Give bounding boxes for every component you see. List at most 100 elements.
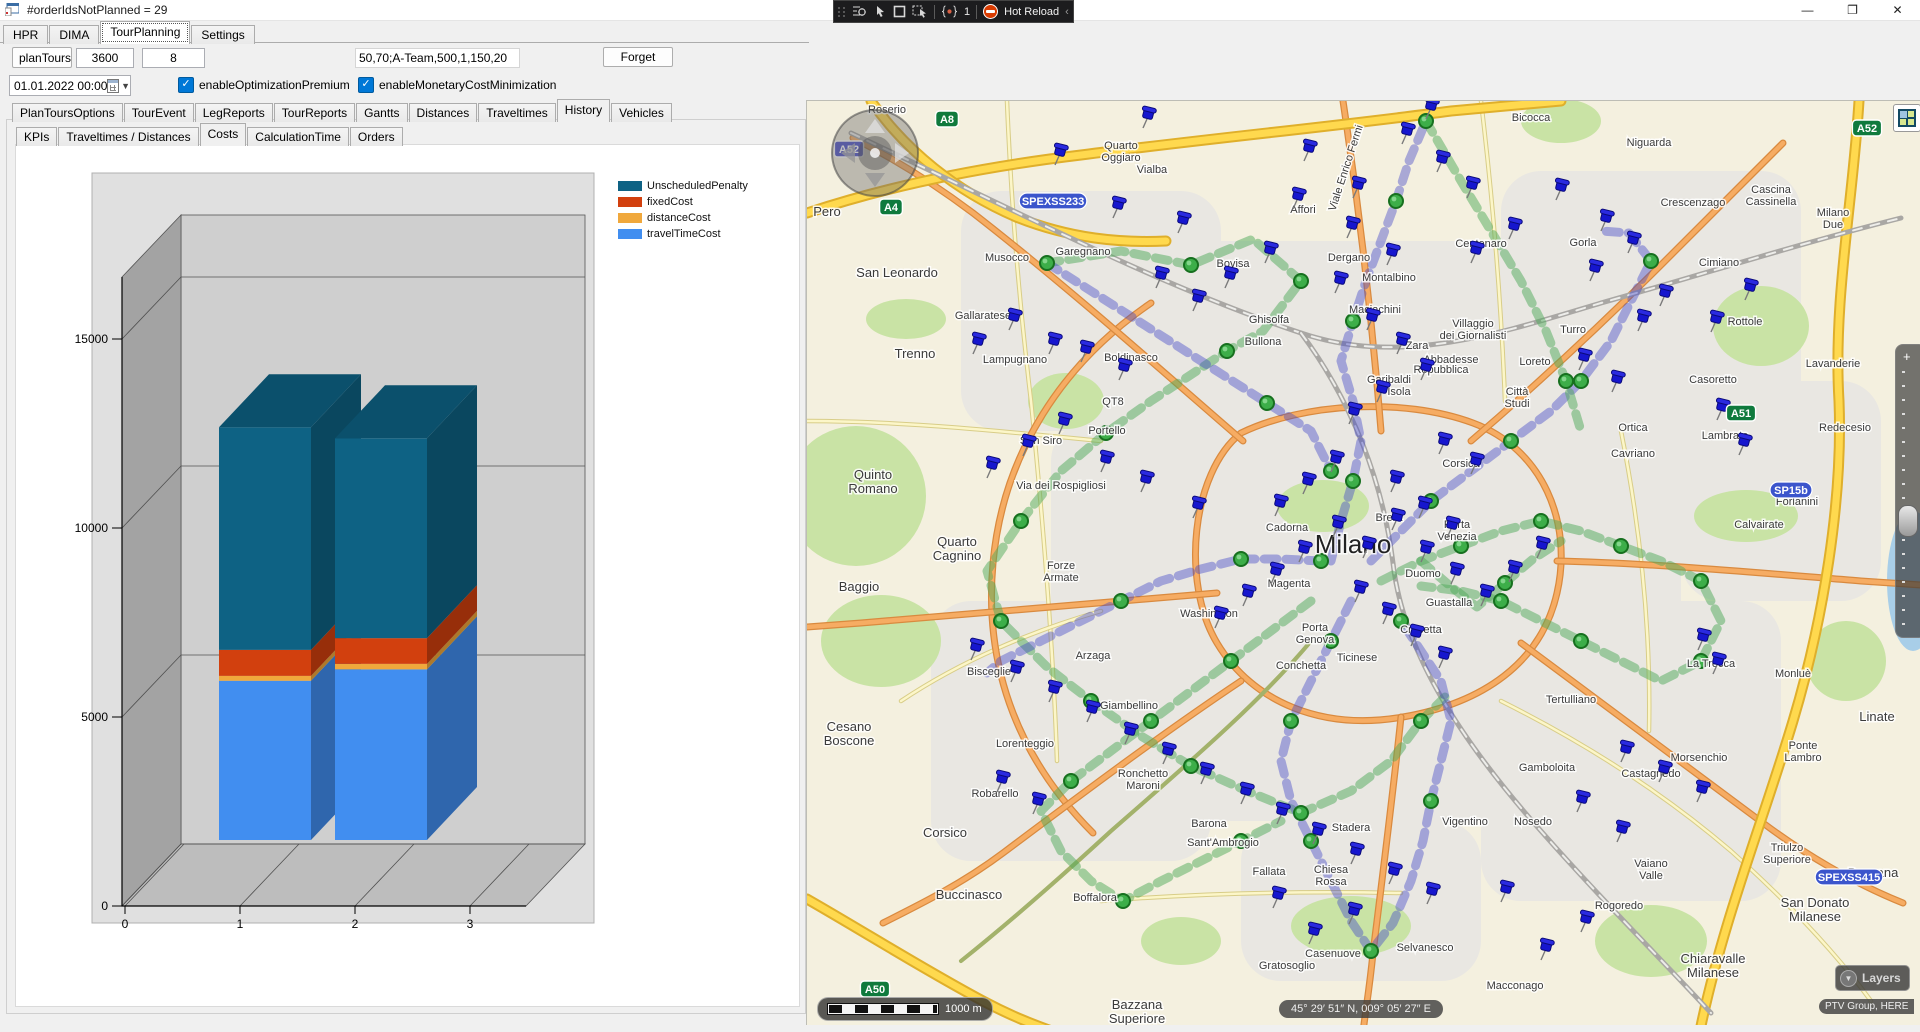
map-pin[interactable]: [1657, 283, 1674, 307]
pan-down-arrow[interactable]: [865, 173, 885, 187]
route-stop-marker[interactable]: [1393, 613, 1409, 629]
route-stop-marker[interactable]: [1323, 633, 1339, 649]
map-pin[interactable]: [1046, 679, 1063, 703]
map-pin[interactable]: [1384, 242, 1401, 266]
map-pin[interactable]: [1618, 739, 1635, 763]
params-field[interactable]: [355, 48, 520, 68]
tab-legreports[interactable]: LegReports: [194, 103, 273, 122]
hot-reload-label[interactable]: Hot Reload: [1004, 5, 1060, 18]
route-stop-marker[interactable]: [1453, 538, 1469, 554]
map-pan-compass[interactable]: [829, 107, 921, 199]
live-visual-tree-icon[interactable]: [852, 5, 867, 18]
map-pin[interactable]: [1046, 331, 1063, 355]
route-stop-marker[interactable]: [1115, 893, 1131, 909]
route-stop-marker[interactable]: [1313, 553, 1329, 569]
map-pin[interactable]: [1708, 309, 1725, 333]
map-pin[interactable]: [968, 637, 985, 661]
tab-kpis[interactable]: KPIs: [16, 127, 58, 146]
route-stop-marker[interactable]: [1183, 257, 1199, 273]
map-pin[interactable]: [1506, 559, 1523, 583]
map-pin[interactable]: [1587, 258, 1604, 282]
map-pin[interactable]: [1190, 288, 1207, 312]
map-pin[interactable]: [1190, 495, 1207, 519]
zoom-slider-knob[interactable]: [1898, 505, 1918, 537]
tab-calculationtime[interactable]: CalculationTime: [247, 127, 349, 146]
map-pin[interactable]: [1742, 277, 1759, 301]
forget-button[interactable]: Forget: [603, 47, 673, 67]
map-pin[interactable]: [1240, 583, 1257, 607]
map-pin[interactable]: [1348, 841, 1365, 865]
route-stop-marker[interactable]: [1423, 793, 1439, 809]
map-pin[interactable]: [1418, 539, 1435, 563]
count-field[interactable]: [142, 48, 205, 68]
map-pin[interactable]: [984, 455, 1001, 479]
map-pin[interactable]: [1332, 270, 1349, 294]
map-pin[interactable]: [1364, 307, 1381, 331]
restore-button[interactable]: ❐: [1847, 3, 1858, 17]
route-stop-marker[interactable]: [1039, 255, 1055, 271]
tab-tourevent[interactable]: TourEvent: [123, 103, 194, 122]
pan-left-arrow[interactable]: [841, 143, 855, 163]
monetary-cost-checkbox[interactable]: ✓: [358, 77, 374, 93]
tab-vehicles[interactable]: Vehicles: [611, 103, 672, 122]
route-stop-marker[interactable]: [1413, 713, 1429, 729]
map-pin[interactable]: [1020, 433, 1037, 457]
overview-map-button[interactable]: [1893, 104, 1920, 132]
map-pin[interactable]: [1695, 627, 1712, 651]
tab-orders[interactable]: Orders: [349, 127, 403, 146]
map-pin[interactable]: [1310, 821, 1327, 845]
route-stop-marker[interactable]: [1533, 513, 1549, 529]
zoom-in-icon[interactable]: +: [1903, 349, 1911, 364]
plan-tours-button[interactable]: planTours: [12, 47, 72, 68]
route-stop-marker[interactable]: [1098, 425, 1114, 441]
route-stop-marker[interactable]: [1418, 113, 1434, 129]
route-stop-marker[interactable]: [1063, 773, 1079, 789]
map-pin[interactable]: [1098, 449, 1115, 473]
map-pin[interactable]: [1436, 645, 1453, 669]
map-pin[interactable]: [1138, 469, 1155, 493]
map-pin[interactable]: [1238, 781, 1255, 805]
map-pin[interactable]: [1272, 493, 1289, 517]
toolbar-grip-handle[interactable]: [838, 6, 846, 17]
zoom-slider[interactable]: +: [1895, 344, 1920, 638]
route-stop-marker[interactable]: [1219, 343, 1235, 359]
map-panel[interactable]: Roserio Pero Quarto Oggiaro Vialba Bicocca Nig…: [806, 100, 1920, 1027]
route-stop-marker[interactable]: [993, 613, 1009, 629]
toolbar-collapse-chevron[interactable]: ‹: [1065, 5, 1069, 18]
route-stop-marker[interactable]: [1693, 653, 1709, 669]
tab-traveltimes[interactable]: Traveltimes: [478, 103, 556, 122]
map-pin[interactable]: [1694, 779, 1711, 803]
select-element-icon[interactable]: [873, 5, 887, 18]
route-stop-marker[interactable]: [1493, 593, 1509, 609]
map-pin[interactable]: [1478, 583, 1495, 607]
map-pin[interactable]: [1576, 347, 1593, 371]
map-pin[interactable]: [1714, 397, 1731, 421]
duration-field[interactable]: [76, 48, 134, 68]
map-pin[interactable]: [1553, 177, 1570, 201]
map-pin[interactable]: [1198, 761, 1215, 785]
route-stop-marker[interactable]: [1388, 193, 1404, 209]
map-pin[interactable]: [1346, 401, 1363, 425]
map-pin[interactable]: [1625, 230, 1642, 254]
map-pin[interactable]: [1464, 175, 1481, 199]
map-pin[interactable]: [1306, 921, 1323, 945]
tab-hpr[interactable]: HPR: [3, 25, 49, 44]
map-pin[interactable]: [1110, 195, 1127, 219]
tab-tourplanning[interactable]: TourPlanning: [100, 21, 191, 44]
map-pin[interactable]: [1448, 561, 1465, 585]
minimize-button[interactable]: —: [1801, 3, 1814, 17]
tab-plantoursoptions[interactable]: PlanToursOptions: [12, 103, 123, 122]
map-pin[interactable]: [1538, 937, 1555, 961]
map-pin[interactable]: [1052, 142, 1069, 166]
route-stop-marker[interactable]: [1643, 253, 1659, 269]
map-pin[interactable]: [1374, 379, 1391, 403]
route-stop-marker[interactable]: [1558, 373, 1574, 389]
map-pin[interactable]: [1006, 307, 1023, 331]
map-pin[interactable]: [1301, 138, 1318, 162]
map-pin[interactable]: [1153, 265, 1170, 289]
map-pin[interactable]: [1506, 216, 1523, 240]
map-pin[interactable]: [1498, 879, 1515, 903]
route-stop-marker[interactable]: [1113, 593, 1129, 609]
map-pin[interactable]: [1346, 901, 1363, 925]
